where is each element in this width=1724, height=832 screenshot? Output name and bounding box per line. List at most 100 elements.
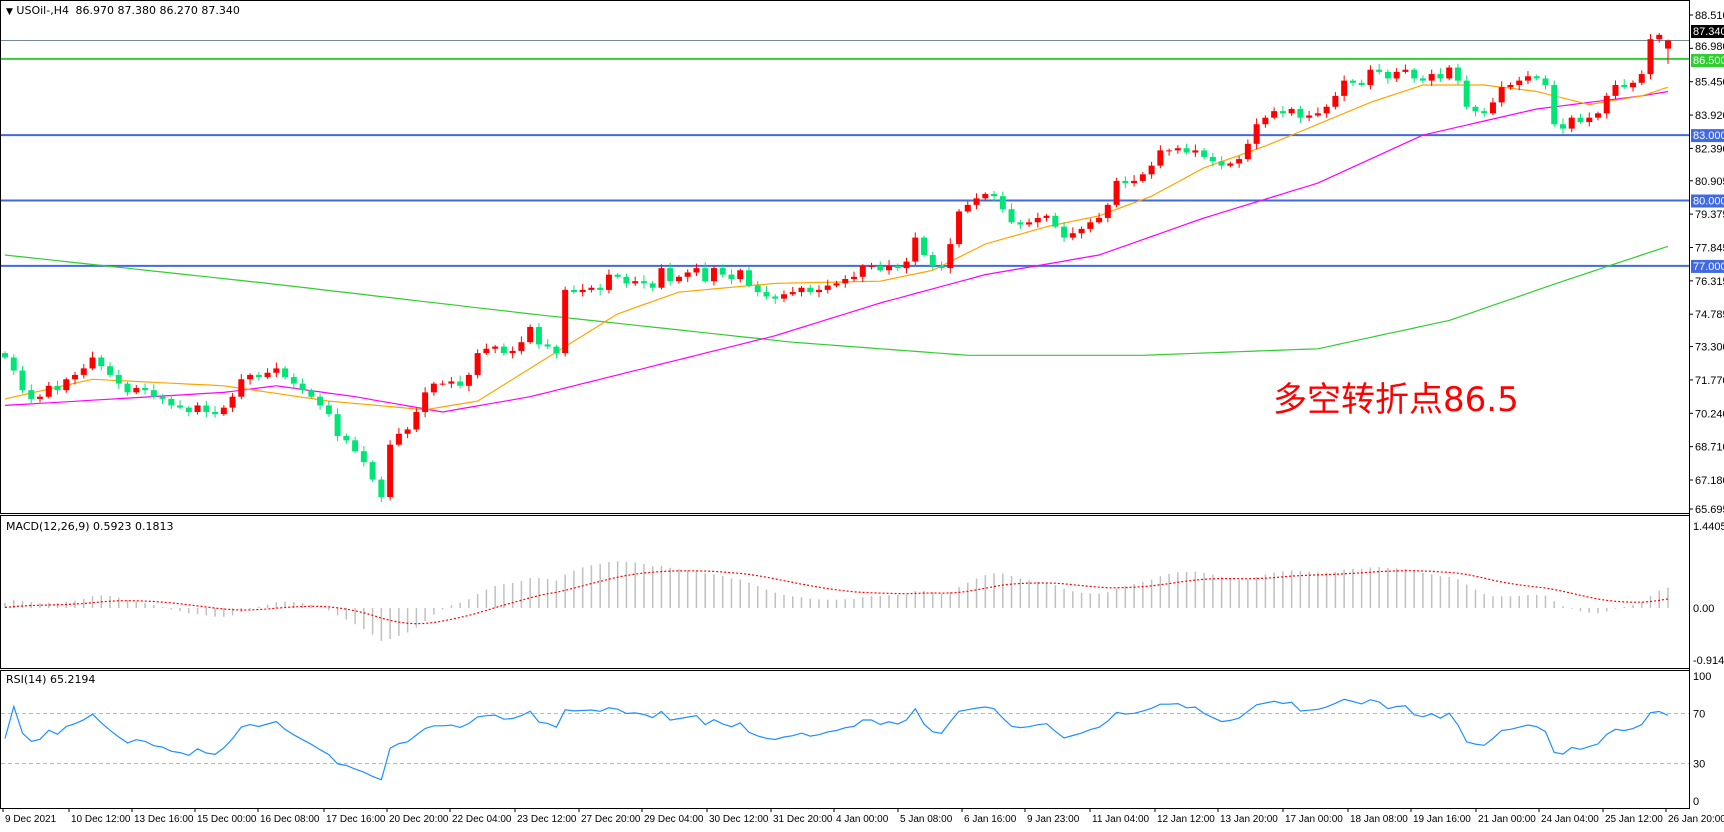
candle — [824, 279, 831, 294]
candle-body — [842, 278, 849, 284]
price-tick-label: 76.315 — [1695, 276, 1724, 288]
candle — [465, 372, 472, 392]
candle — [719, 264, 726, 278]
time-axis-label: 6 Jan 16:00 — [964, 814, 1017, 825]
horizontal-levels[interactable] — [1, 40, 1689, 267]
candle-body — [535, 326, 542, 345]
time-axis-label: 20 Dec 20:00 — [389, 814, 449, 825]
candle-body — [1122, 180, 1129, 184]
candle — [842, 275, 849, 288]
candle — [115, 369, 122, 389]
candle-body — [789, 292, 796, 295]
candle-body — [518, 342, 525, 351]
candle — [369, 460, 376, 483]
time-axis-label: 5 Jan 08:00 — [900, 814, 953, 825]
candle-body — [1244, 143, 1251, 160]
candle — [903, 257, 910, 274]
candle-body — [2, 353, 8, 358]
candle — [378, 476, 385, 503]
candle — [579, 284, 586, 297]
candle-body — [1279, 111, 1286, 114]
candle-body — [982, 193, 989, 199]
candle-body — [150, 390, 157, 397]
candle-body — [1061, 226, 1068, 238]
candle — [702, 262, 709, 283]
candle — [1629, 80, 1636, 92]
candle-body — [474, 353, 481, 375]
candle-body — [991, 193, 998, 197]
macd-panel — [4, 561, 1669, 641]
candle — [19, 366, 26, 393]
candle-body — [851, 276, 858, 279]
candle — [395, 427, 402, 447]
candle-body — [1559, 124, 1566, 129]
candle — [1166, 148, 1173, 156]
candle-body — [413, 411, 420, 430]
candle-body — [921, 237, 928, 256]
candle — [1262, 115, 1269, 128]
candle — [868, 262, 875, 270]
candle-body — [212, 411, 219, 415]
candle-body — [1131, 180, 1138, 184]
candle-body — [107, 366, 114, 375]
candle-body — [1568, 117, 1575, 129]
candle-body — [1516, 80, 1523, 85]
macd-axis-label: 1.4405 — [1693, 521, 1724, 533]
candle — [798, 285, 805, 297]
price-tick-label: 86.980 — [1695, 41, 1724, 53]
candle-body — [19, 370, 26, 391]
candle — [1577, 113, 1584, 124]
time-axis-label: 11 Jan 04:00 — [1092, 814, 1150, 825]
candle — [1279, 105, 1286, 118]
candle — [1271, 107, 1278, 120]
candle-body — [1419, 78, 1426, 81]
price-tick-label: 85.450 — [1695, 77, 1724, 89]
rsi-axis-label: 70 — [1693, 709, 1705, 721]
candle-body — [1314, 113, 1321, 116]
candle — [1446, 65, 1453, 81]
candle-body — [1454, 67, 1461, 81]
candle-body — [973, 198, 980, 205]
candle — [229, 392, 236, 412]
candle — [360, 446, 367, 467]
time-axis-label: 19 Jan 16:00 — [1413, 814, 1471, 825]
price-tick-label: 65.695 — [1695, 504, 1724, 516]
candle-body — [675, 276, 682, 282]
triangle-down-icon[interactable]: ▼ — [6, 7, 13, 17]
candle-body — [1481, 111, 1488, 114]
candle — [177, 400, 184, 410]
time-axis-label: 30 Dec 12:00 — [709, 814, 769, 825]
candle-body — [378, 479, 385, 497]
price-tick-label: 79.375 — [1695, 209, 1724, 221]
candle — [1148, 161, 1155, 179]
candle-body — [1393, 71, 1400, 79]
candle — [238, 374, 245, 400]
price-tick-label: 73.300 — [1695, 342, 1724, 354]
candle — [658, 264, 665, 290]
time-axis-label: 10 Dec 12:00 — [71, 814, 131, 825]
candle-body — [1446, 67, 1453, 79]
time-axis-label: 12 Jan 12:00 — [1157, 814, 1215, 825]
candle-body — [1323, 106, 1330, 114]
price-level-tag-label: 83.000 — [1693, 130, 1724, 142]
candle-body — [1052, 215, 1059, 227]
candle — [1078, 226, 1085, 239]
candle — [1314, 107, 1321, 118]
candle — [1332, 92, 1339, 110]
candle-body — [352, 440, 359, 452]
rsi-axis-label: 0 — [1693, 796, 1699, 808]
candle — [1183, 143, 1190, 155]
candle-body — [1253, 124, 1260, 144]
candle — [203, 400, 210, 418]
candle-body — [527, 326, 534, 343]
candle — [789, 286, 796, 297]
time-axis-label: 13 Dec 16:00 — [134, 814, 194, 825]
time-axis-label: 13 Jan 20:00 — [1220, 814, 1278, 825]
candle-body — [1358, 82, 1365, 85]
candle — [1489, 97, 1496, 116]
candle-body — [45, 385, 52, 397]
candle — [168, 395, 175, 409]
candle-body — [1463, 80, 1470, 107]
candle-body — [1594, 113, 1601, 118]
